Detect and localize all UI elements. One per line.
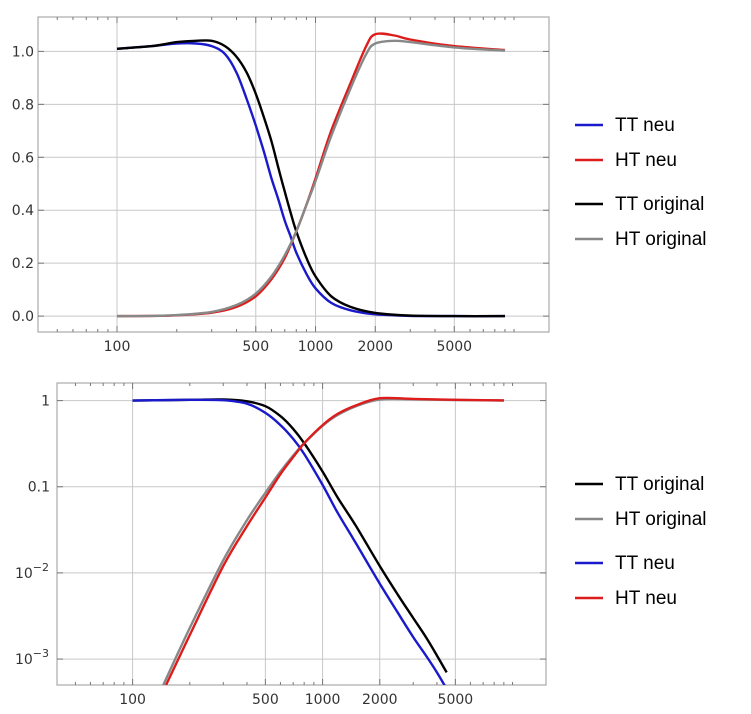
x-tick-label: 1000 (305, 692, 341, 708)
series-line-tt-neu (116, 41, 506, 318)
x-tick-label: 500 (252, 692, 279, 708)
plot-frame (37, 16, 550, 333)
legend-label: HT neu (615, 588, 677, 609)
series-line-ht-original (116, 39, 506, 318)
series-line-ht-original (162, 397, 504, 685)
x-tick-label: 1000 (298, 339, 334, 355)
series-line-ht-neu (116, 32, 506, 318)
y-tick-label: 10−3 (15, 647, 49, 668)
legend: TT neu HT neu TT original HT original (575, 115, 707, 250)
y-tick-label: 0.2 (12, 256, 34, 272)
y-tick-label: 1.0 (12, 44, 34, 60)
legend-label: TT neu (615, 115, 675, 136)
legend-label: TT original (615, 194, 704, 215)
x-tick-label: 2000 (357, 339, 393, 355)
x-tick-label: 100 (104, 339, 131, 355)
legend: TT original HT original TT neu HT neu (575, 474, 707, 609)
plot-frame (56, 382, 547, 686)
legend-label: TT original (615, 474, 704, 495)
legend-label: HT neu (615, 150, 677, 171)
series-line-ht-neu (164, 396, 504, 685)
legend-label: TT neu (615, 553, 675, 574)
y-tick-label: 0.0 (12, 309, 34, 325)
linear-scale-chart: 100 500 1000 2000 5000 0.0 0.2 0.4 0.6 0.8 1.0 TT n… (12, 16, 707, 355)
y-tick-label: 0.6 (12, 150, 34, 166)
legend-label: HT original (615, 229, 707, 250)
grid (57, 383, 546, 685)
x-tick-label: 2000 (362, 692, 398, 708)
x-tick-label: 500 (242, 339, 269, 355)
x-tick-label: 5000 (436, 339, 472, 355)
x-tick-label: 100 (119, 692, 146, 708)
log-scale-chart: 100 500 1000 2000 5000 1 0.1 10−2 10−3 TT origina… (15, 382, 707, 708)
y-tick-label: 1 (41, 394, 50, 410)
y-tick-label: 10−2 (15, 561, 49, 582)
y-tick-label: 0.4 (12, 203, 34, 219)
y-tick-label: 0.1 (28, 480, 50, 496)
legend-label: HT original (615, 509, 707, 530)
x-tick-label: 5000 (438, 692, 474, 708)
y-tick-label: 0.8 (12, 97, 34, 113)
grid (38, 17, 549, 332)
series-line-tt-neu (132, 398, 446, 685)
series-line-tt-original (116, 39, 506, 318)
series-line-tt-original (132, 398, 448, 674)
x-minor-ticks (56, 17, 515, 332)
x-minor-ticks (74, 383, 514, 685)
